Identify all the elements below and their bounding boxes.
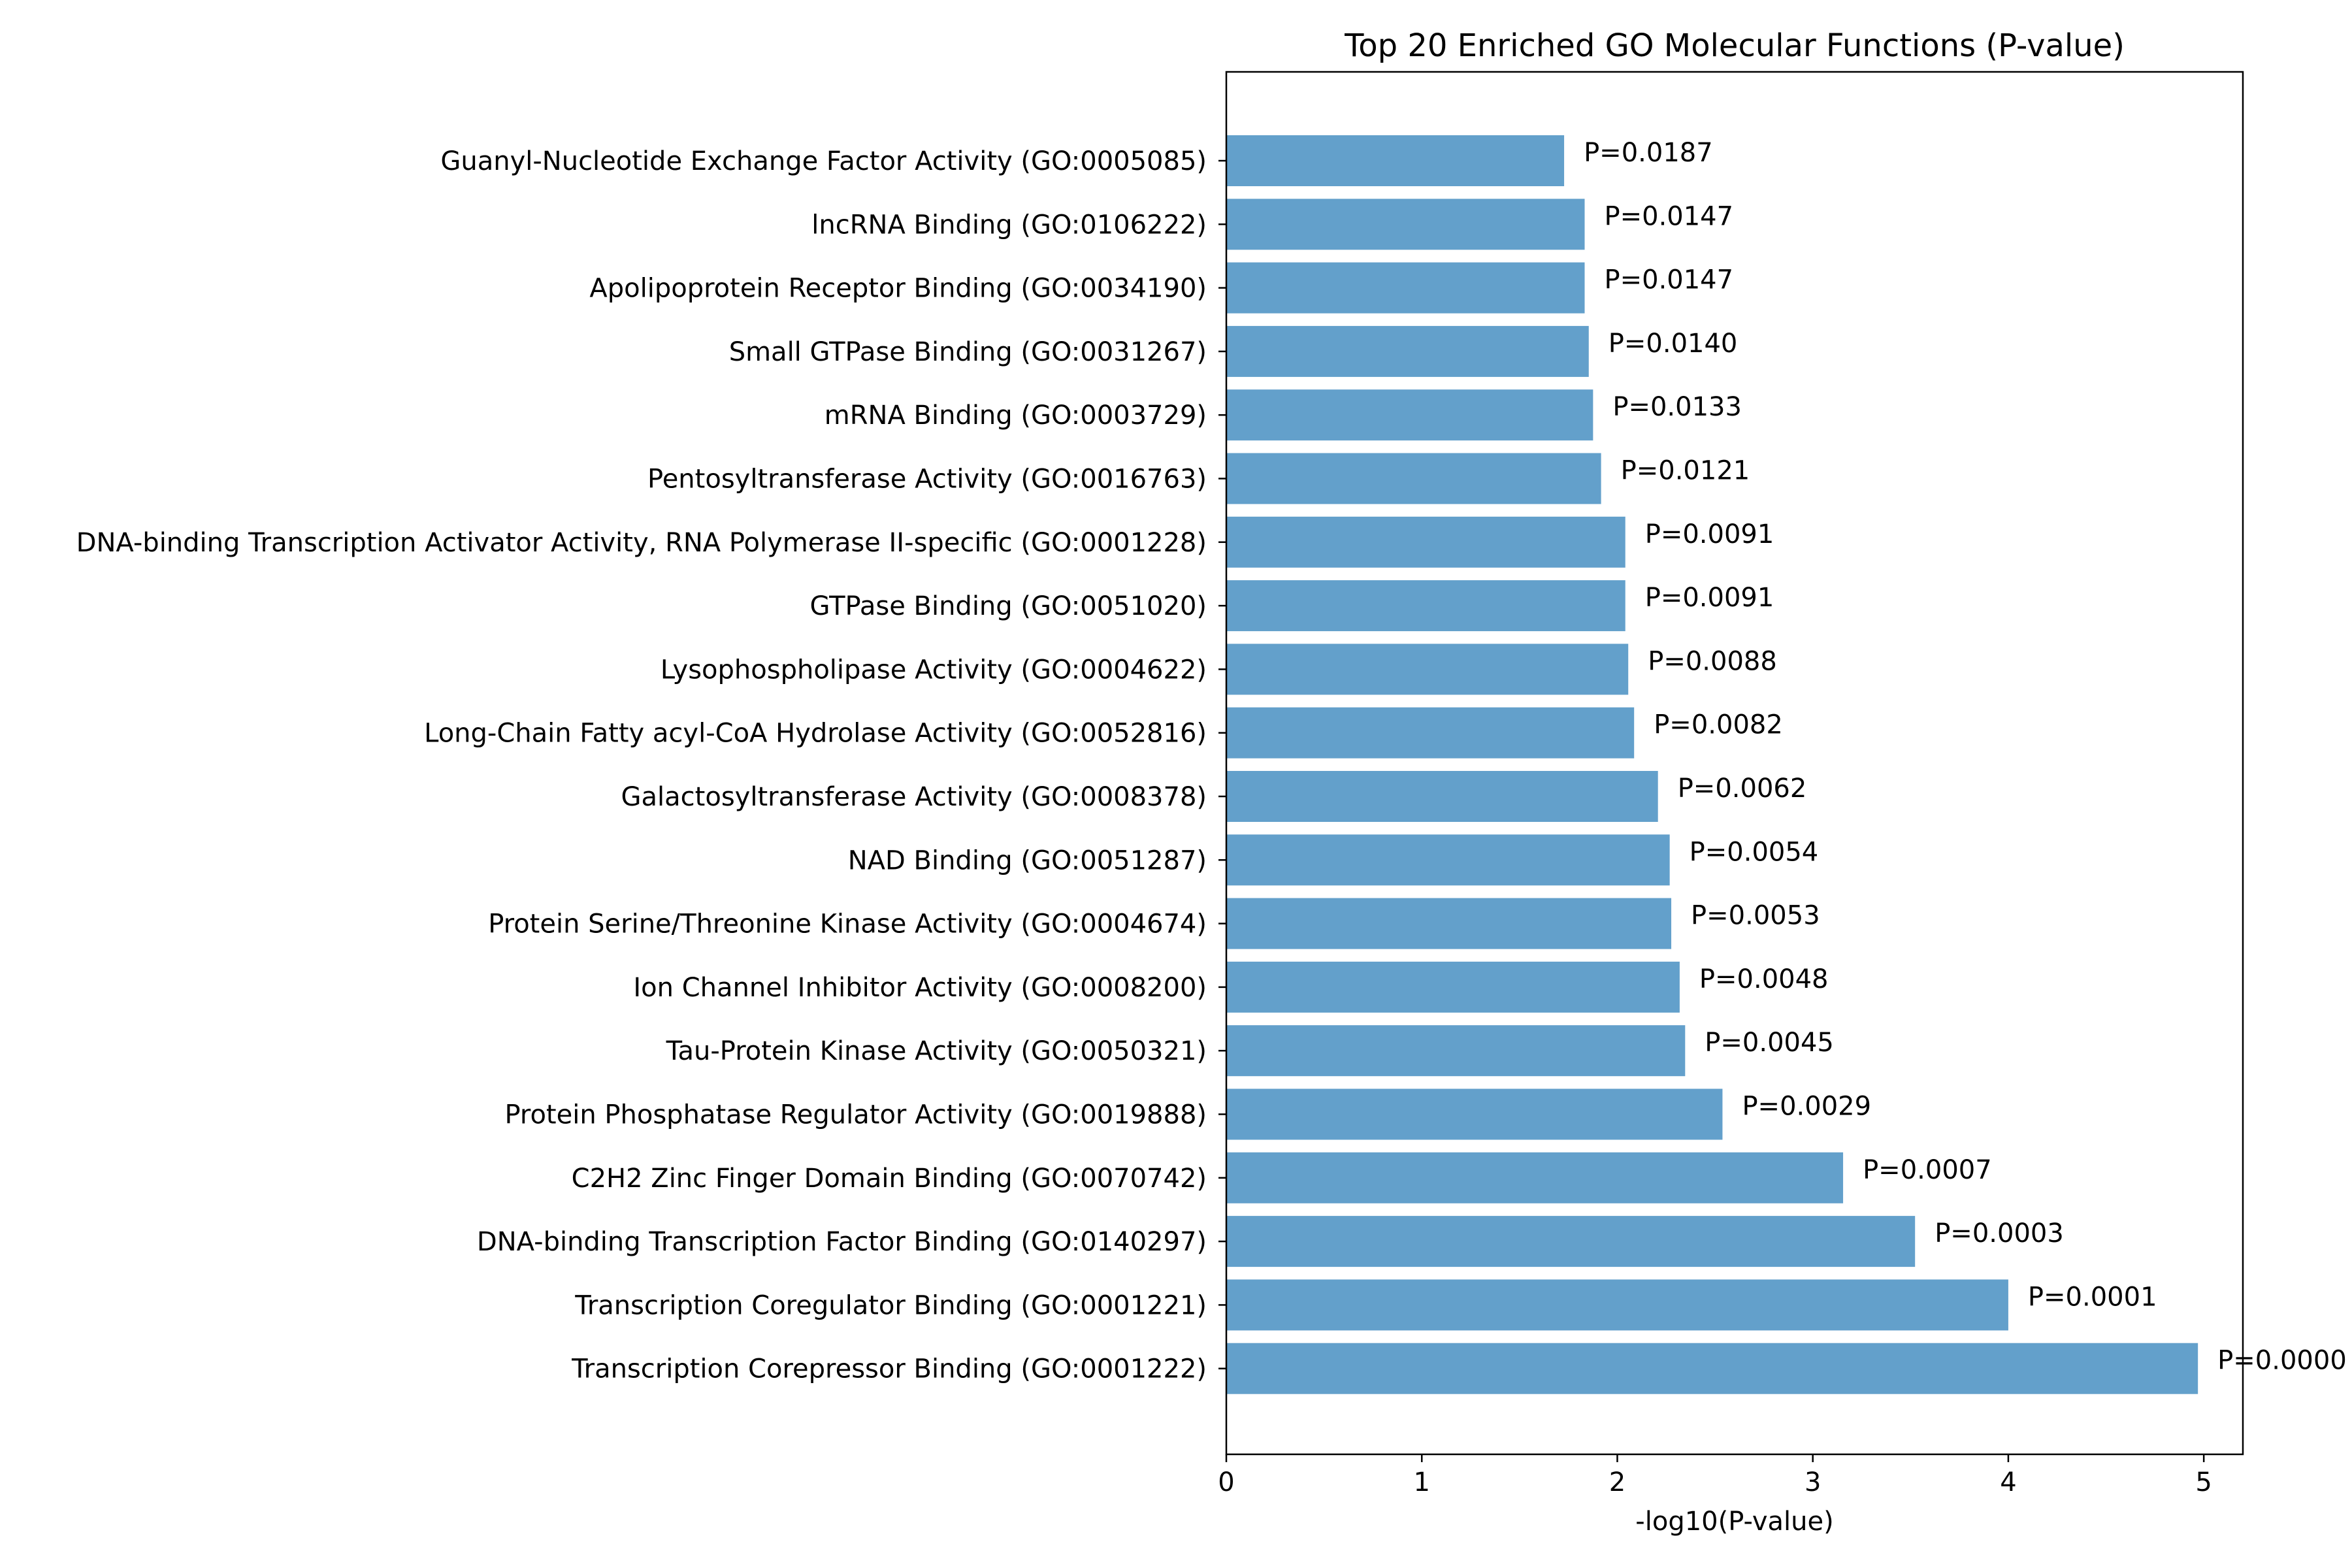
category-label: GTPase Binding (GO:0051020) [810, 591, 1207, 621]
bars-layer [1226, 135, 2198, 1394]
x-tick-label: 5 [2195, 1467, 2212, 1497]
bar-value-label: P=0.0048 [1699, 964, 1829, 994]
category-label: C2H2 Zinc Finger Domain Binding (GO:0070… [572, 1164, 1207, 1194]
bar-value-labels-layer: P=0.0187 P=0.0147 P=0.0147 P=0.0140 P=0.0133… [1584, 138, 2347, 1376]
bar-value-label: P=0.0000 [2217, 1346, 2347, 1376]
x-tick-label: 0 [1218, 1467, 1234, 1497]
category-label: Protein Phosphatase Regulator Activity (… [504, 1100, 1207, 1130]
category-label: Lysophospholipase Activity (GO:0004622) [661, 655, 1207, 685]
bar-value-label: P=0.0082 [1654, 710, 1783, 740]
bar-value-label: P=0.0029 [1742, 1092, 1871, 1122]
bar [1226, 516, 1625, 568]
category-label: Long-Chain Fatty acyl-CoA Hydrolase Acti… [424, 719, 1207, 749]
bar [1226, 389, 1593, 441]
category-label: Protein Serine/Threonine Kinase Activity… [488, 909, 1207, 939]
category-label: Ion Channel Inhibitor Activity (GO:00082… [633, 973, 1207, 1003]
plot-frame [1225, 71, 2244, 1456]
category-label: Tau-Protein Kinase Activity (GO:0050321) [666, 1036, 1207, 1066]
bar-value-label: P=0.0147 [1604, 265, 1733, 295]
bar [1226, 135, 1565, 186]
bar [1226, 262, 1585, 314]
bar-value-label: P=0.0091 [1645, 519, 1774, 549]
category-label: mRNA Binding (GO:0003729) [825, 400, 1207, 431]
category-label: DNA-binding Transcription Activator Acti… [76, 528, 1207, 558]
bar-value-label: P=0.0001 [2028, 1282, 2157, 1312]
bar [1226, 834, 1670, 886]
bar [1226, 707, 1635, 759]
bar [1226, 325, 1589, 377]
bar-value-label: P=0.0053 [1691, 901, 1820, 931]
bar-value-label: P=0.0187 [1584, 138, 1713, 168]
x-tick-label: 4 [2000, 1467, 2016, 1497]
category-label: lncRNA Binding (GO:0106222) [811, 210, 1207, 240]
category-label: Small GTPase Binding (GO:0031267) [729, 337, 1207, 367]
category-label: Pentosyltransferase Activity (GO:0016763… [647, 465, 1207, 495]
category-label: Transcription Corepressor Binding (GO:00… [571, 1354, 1207, 1384]
bar [1226, 644, 1629, 695]
chart-title: Top 20 Enriched GO Molecular Functions (… [1344, 27, 2125, 64]
bar-value-label: P=0.0091 [1645, 583, 1774, 613]
bar [1226, 898, 1672, 949]
x-tick-label: 2 [1609, 1467, 1625, 1497]
bar [1226, 771, 1658, 822]
bar [1226, 961, 1680, 1013]
bar [1226, 1343, 2198, 1394]
x-axis-label: -log10(P-value) [1635, 1507, 1833, 1537]
bar-value-label: P=0.0045 [1705, 1028, 1834, 1058]
bar [1226, 1279, 2008, 1331]
category-label: NAD Binding (GO:0051287) [848, 845, 1207, 875]
bar [1226, 580, 1625, 632]
bar [1226, 199, 1585, 250]
category-label: Apolipoprotein Receptor Binding (GO:0034… [589, 274, 1207, 304]
bar-value-label: P=0.0147 [1604, 201, 1733, 231]
bar-value-label: P=0.0133 [1612, 392, 1742, 422]
bar-value-label: P=0.0088 [1648, 646, 1777, 676]
bar-value-label: P=0.0062 [1678, 774, 1807, 804]
category-label: DNA-binding Transcription Factor Binding… [477, 1227, 1207, 1257]
bar [1226, 1216, 1916, 1267]
category-label: Galactosyltransferase Activity (GO:00083… [621, 782, 1207, 812]
bar [1226, 1152, 1844, 1203]
bar-value-label: P=0.0121 [1621, 456, 1750, 486]
bar-value-label: P=0.0003 [1935, 1218, 2064, 1249]
category-labels-layer: Guanyl-Nucleotide Exchange Factor Activi… [76, 146, 1226, 1384]
bar [1226, 1088, 1723, 1140]
x-tick-label: 3 [1805, 1467, 1821, 1497]
x-tick-label: 1 [1414, 1467, 1430, 1497]
bar-value-label: P=0.0140 [1609, 329, 1738, 359]
bar [1226, 1025, 1686, 1077]
bar [1226, 453, 1601, 504]
bar-value-label: P=0.0054 [1690, 837, 1819, 867]
bar-value-label: P=0.0007 [1863, 1155, 1992, 1185]
category-label: Guanyl-Nucleotide Exchange Factor Activi… [440, 146, 1207, 176]
category-label: Transcription Coregulator Binding (GO:00… [574, 1290, 1207, 1320]
x-axis: 0 1 2 3 4 5 [1218, 1454, 2212, 1497]
